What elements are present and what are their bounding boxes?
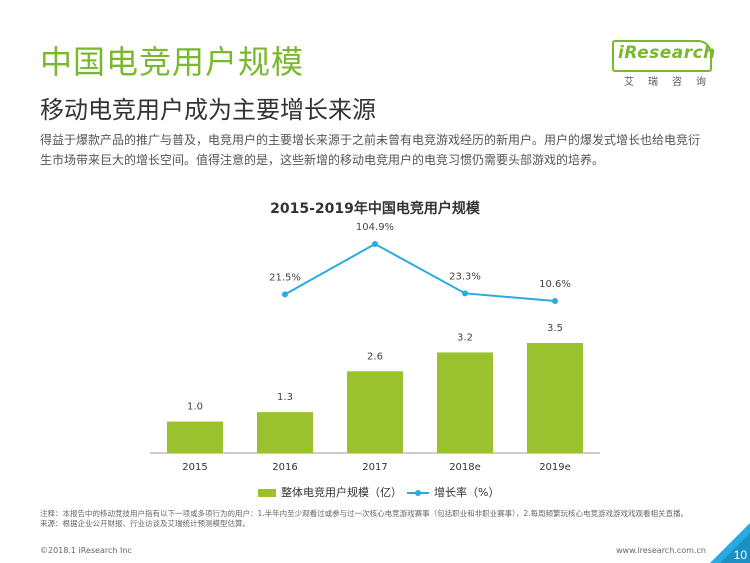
note-source: 来源：根据企业公开财报、行业访谈及艾瑞统计预测模型估算。 — [40, 519, 250, 528]
legend-bar-swatch — [258, 489, 276, 497]
legend-bar-label: 整体电竞用户规模（亿） — [281, 486, 402, 499]
page-number: 10 — [734, 548, 748, 562]
growth-point-2017 — [372, 241, 378, 247]
legend-line-label: 增长率（%） — [434, 486, 500, 499]
footer-copyright: ©2018.1 iResearch Inc — [40, 546, 132, 555]
growth-rate-label: 104.9% — [356, 222, 394, 233]
growth-rate-label: 23.3% — [449, 271, 481, 282]
bar-2016 — [257, 412, 313, 453]
page-corner: 10 — [710, 523, 750, 563]
x-tick-label: 2015 — [182, 462, 207, 473]
bar-value-label: 2.6 — [367, 351, 383, 362]
legend-bar-item: 整体电竞用户规模（亿） — [258, 484, 402, 500]
growth-point-2019e — [552, 298, 558, 304]
x-tick-label: 2019e — [539, 462, 571, 473]
growth-point-2016 — [282, 291, 288, 298]
logo-subtext: 艾瑞咨询 — [624, 77, 720, 88]
bar-2018e — [437, 352, 493, 453]
description-text: 得益于爆款产品的推广与普及，电竞用户的主要增长来源于之前未曾有电竞游戏经历的新用… — [40, 133, 701, 167]
growth-rate-label: 10.6% — [539, 279, 571, 290]
chart-title: 2015-2019年中国电竞用户规模 — [270, 201, 480, 217]
bar-value-label: 1.3 — [277, 392, 293, 403]
bar-line-chart: 1.0 2015 1.3 2016 2.6 2017 3.2 2018e 3.5 2019e 21.… — [150, 222, 600, 473]
logo-frame — [612, 40, 712, 72]
logo-text: iResearch — [618, 43, 716, 63]
bar-2019e — [527, 343, 583, 453]
bar-2017 — [347, 371, 403, 453]
x-tick-label: 2018e — [449, 462, 481, 473]
notes: 注释：本报告中的移动竞技用户指有以下一项或多项行为的用户：1.半年内至少观看过或… — [40, 509, 720, 529]
x-tick-label: 2016 — [272, 462, 297, 473]
page-title: 中国电竞用户规模 — [40, 43, 305, 81]
footer-url: www.iresearch.com.cn — [616, 546, 706, 555]
bar-2015 — [167, 421, 223, 453]
legend-line-item: 增长率（%） — [407, 484, 499, 500]
x-tick-label: 2017 — [362, 462, 387, 473]
bar-value-label: 3.5 — [547, 323, 563, 334]
bar-value-label: 3.2 — [457, 332, 473, 343]
page-subtitle: 移动电竞用户成为主要增长来源 — [40, 96, 376, 124]
iresearch-logo: iResearch 艾瑞咨询 — [612, 40, 715, 88]
growth-rate-label: 21.5% — [269, 272, 301, 283]
bar-value-label: 1.0 — [187, 402, 203, 413]
legend-line-swatch — [407, 489, 429, 497]
growth-point-2018e — [462, 290, 468, 297]
growth-rate-line — [284, 242, 556, 302]
note-definition: 注释：本报告中的移动竞技用户指有以下一项或多项行为的用户：1.半年内至少观看过或… — [40, 509, 689, 518]
